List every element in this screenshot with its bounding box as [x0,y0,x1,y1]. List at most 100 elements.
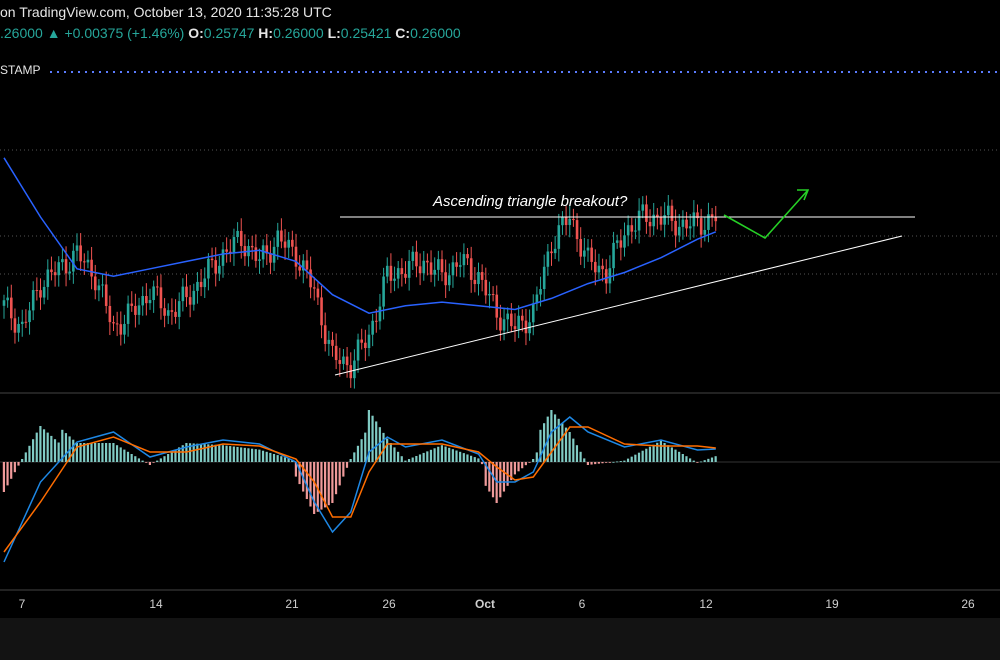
macd-histogram-bar [557,418,560,462]
candle-body [466,254,469,259]
macd-histogram-bar [364,432,367,462]
candle-body [433,269,436,275]
candle-body [656,214,659,217]
candle-body [152,286,155,301]
projection-arrowhead [797,189,810,201]
macd-histogram-bar [294,462,297,477]
macd-histogram-bar [39,426,42,462]
candle-body [517,315,520,330]
candle-body [170,310,174,312]
candle-body [499,317,502,331]
macd-histogram-bar [199,443,203,462]
macd-histogram-bar [411,457,414,462]
macd-histogram-bar [305,462,308,500]
candle-body [477,272,480,285]
candle-body [177,301,181,317]
candle-body [506,313,509,320]
candle-body [35,290,39,292]
macd-histogram-bar [192,443,195,462]
x-tick-label: Oct [475,597,495,611]
macd-histogram-bar [2,462,5,492]
macd-histogram-bar [455,450,458,462]
macd-histogram-bar [101,443,104,462]
candle-body [375,320,378,322]
macd-histogram-bar [156,460,159,462]
macd-histogram-bar [648,446,652,462]
candle-body [389,265,393,281]
macd-histogram-bar [353,452,356,462]
macd-histogram-bar [342,462,345,477]
candle-body [181,286,185,302]
macd-histogram-bar [42,429,46,462]
macd-histogram-bar [50,435,53,462]
macd-histogram-bar [94,443,97,462]
macd-histogram-bar [309,462,312,507]
candle-body [64,259,68,274]
candle-body [79,245,82,262]
candle-body [331,339,334,346]
candle-body [597,265,601,273]
macd-histogram-bar [218,444,221,462]
macd-histogram-bar [210,444,214,462]
candle-body [546,251,550,267]
candle-body [112,322,115,324]
candle-body [104,284,108,306]
candle-body [320,297,323,326]
candle-body [356,339,360,361]
candle-body [645,204,648,222]
candle-body [714,216,718,222]
candle-body [123,323,126,335]
moving-average-line [3,157,717,314]
candle-body [462,254,466,266]
candle-body [203,278,207,288]
candle-body [667,205,670,216]
macd-histogram-bar [528,462,531,463]
macd-histogram-bar [83,443,86,462]
macd-histogram-bar [79,443,82,462]
macd-histogram-bar [141,460,144,462]
macd-histogram-bar [448,447,451,462]
candle-body [163,308,166,316]
macd-histogram-bar [265,451,268,462]
candle-body [108,305,112,323]
macd-histogram-bar [681,454,684,462]
candle-body [615,240,619,243]
candle-body [101,284,104,286]
macd-histogram-bar [586,462,589,465]
candle-body [553,248,557,254]
macd-histogram-bar [480,462,484,465]
candle-body [236,230,239,238]
macd-histogram-bar [240,447,243,462]
open-value: 0.25747 [203,25,255,41]
candle-body [561,216,564,226]
candle-body [57,262,61,276]
macd-histogram-bar [703,460,706,462]
macd-histogram-bar [637,452,641,462]
macd-histogram-bar [532,459,535,462]
candle-body [579,239,582,257]
macd-histogram-bar [324,462,327,508]
candle-body [276,230,280,247]
macd-histogram-bar [163,456,166,462]
projection-arrow[interactable] [723,189,809,240]
candle-body [13,318,17,333]
symbol-label: STAMP [0,63,41,77]
low-value: 0.25421 [340,25,392,41]
candle-body [185,286,188,298]
price-chart[interactable]: Ascending triangle breakout? 7 14 21 26 Oct 6… [0,0,1000,618]
candle-body [199,281,203,288]
macd-histogram-bar [659,440,662,462]
candle-body [630,225,634,232]
macd-histogram-bar [112,443,115,462]
macd-histogram-bar [535,452,538,462]
candle-body [334,345,338,361]
macd-histogram-bar [298,462,301,485]
candle-body [210,258,214,261]
macd-histogram-bar [170,451,173,462]
macd-histogram-bar [612,461,615,463]
candle-body [404,273,407,278]
macd-histogram-bar [561,423,564,462]
ascending-trendline[interactable] [334,235,903,376]
candle-body [444,272,447,286]
candle-body [641,204,645,211]
